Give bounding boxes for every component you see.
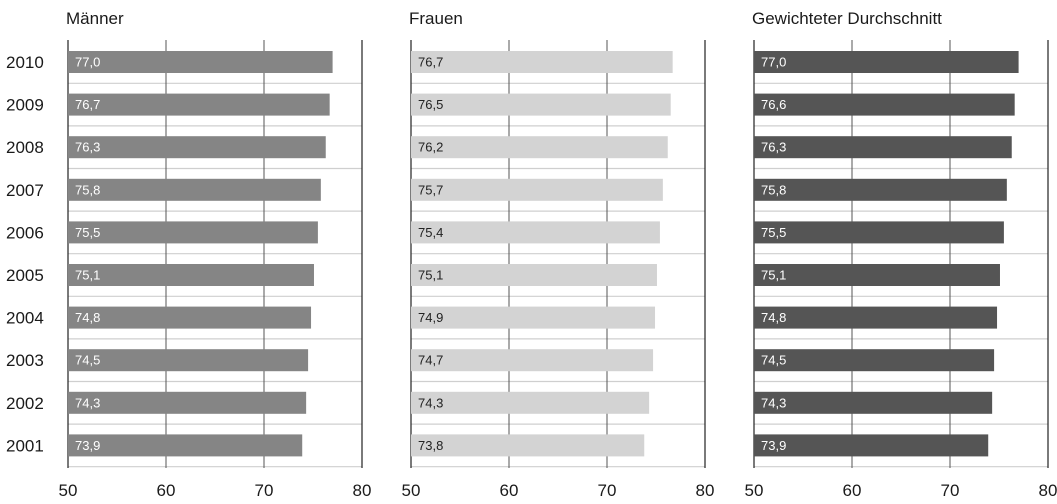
x-tick-label: 70: [598, 481, 617, 500]
bar-value-label: 74,7: [418, 353, 443, 368]
x-tick-label: 50: [745, 481, 764, 500]
bar-value-label: 74,3: [75, 395, 100, 410]
x-tick-label: 60: [843, 481, 862, 500]
bar-value-label: 76,3: [75, 140, 100, 155]
bar-value-label: 75,1: [761, 268, 786, 283]
bar-3-2009: [754, 93, 1015, 116]
category-label-2005: 2005: [6, 266, 44, 285]
bar-value-label: 76,7: [418, 55, 443, 70]
bar-value-label: 74,8: [761, 310, 786, 325]
category-label-2008: 2008: [6, 138, 44, 157]
category-label-2003: 2003: [6, 351, 44, 370]
bar-3-2010: [754, 51, 1019, 73]
bar-value-label: 75,4: [418, 225, 443, 240]
bar-value-label: 73,8: [418, 438, 443, 453]
bar-2-2009: [411, 93, 671, 116]
bar-value-label: 76,2: [418, 140, 443, 155]
bar-3-2004: [754, 306, 998, 329]
bar-1-2001: [68, 434, 303, 457]
x-tick-label: 80: [696, 481, 715, 500]
bar-3-2002: [754, 391, 993, 414]
bar-value-label: 75,8: [75, 182, 100, 197]
category-label-2006: 2006: [6, 223, 44, 242]
bar-2-2003: [411, 349, 654, 372]
category-label-2009: 2009: [6, 96, 44, 115]
bar-value-label: 74,5: [75, 353, 100, 368]
bar-value-label: 73,9: [761, 438, 786, 453]
bar-value-label: 75,5: [761, 225, 786, 240]
bar-1-2007: [68, 178, 321, 201]
bar-2-2006: [411, 221, 660, 244]
bar-value-label: 74,8: [75, 310, 100, 325]
bar-value-label: 76,5: [418, 97, 443, 112]
bar-1-2008: [68, 136, 326, 159]
bar-1-2006: [68, 221, 318, 244]
bar-value-label: 75,1: [75, 268, 100, 283]
bar-value-label: 75,8: [761, 182, 786, 197]
x-tick-label: 60: [157, 481, 176, 500]
panel-title-1: Männer: [66, 9, 124, 28]
bar-3-2007: [754, 178, 1007, 201]
category-label-2010: 2010: [6, 53, 44, 72]
bar-1-2002: [68, 391, 307, 414]
bar-2-2008: [411, 136, 668, 159]
panel-title-3: Gewichteter Durchschnitt: [752, 9, 942, 28]
category-label-2002: 2002: [6, 394, 44, 413]
bar-3-2005: [754, 264, 1000, 286]
bar-value-label: 74,3: [418, 395, 443, 410]
x-tick-label: 70: [941, 481, 960, 500]
bar-2-2002: [411, 391, 650, 414]
bar-value-label: 74,3: [761, 395, 786, 410]
category-label-2007: 2007: [6, 181, 44, 200]
bar-3-2008: [754, 136, 1012, 159]
x-tick-label: 50: [402, 481, 421, 500]
x-tick-label: 80: [353, 481, 372, 500]
bar-2-2010: [411, 51, 673, 73]
x-tick-label: 70: [255, 481, 274, 500]
bar-value-label: 75,7: [418, 182, 443, 197]
bar-2-2007: [411, 178, 663, 201]
x-tick-label: 50: [59, 481, 78, 500]
bar-value-label: 76,7: [75, 97, 100, 112]
bar-1-2009: [68, 93, 330, 116]
bar-1-2005: [68, 264, 314, 286]
bar-value-label: 75,1: [418, 268, 443, 283]
bar-value-label: 73,9: [75, 438, 100, 453]
bar-3-2006: [754, 221, 1004, 244]
bar-3-2001: [754, 434, 989, 457]
bar-1-2004: [68, 306, 312, 329]
bar-value-label: 74,9: [418, 310, 443, 325]
x-tick-label: 80: [1039, 481, 1057, 500]
bar-value-label: 76,6: [761, 97, 786, 112]
panel-title-2: Frauen: [409, 9, 463, 28]
category-label-2004: 2004: [6, 309, 44, 328]
bar-2-2001: [411, 434, 645, 457]
bar-value-label: 76,3: [761, 140, 786, 155]
bar-1-2010: [68, 51, 333, 73]
x-tick-label: 60: [500, 481, 519, 500]
bar-value-label: 74,5: [761, 353, 786, 368]
bar-2-2004: [411, 306, 656, 329]
bar-value-label: 75,5: [75, 225, 100, 240]
bar-value-label: 77,0: [75, 55, 100, 70]
bar-1-2003: [68, 349, 309, 372]
bar-3-2003: [754, 349, 995, 372]
bar-value-label: 77,0: [761, 55, 786, 70]
category-label-2001: 2001: [6, 436, 44, 455]
bar-2-2005: [411, 264, 657, 286]
